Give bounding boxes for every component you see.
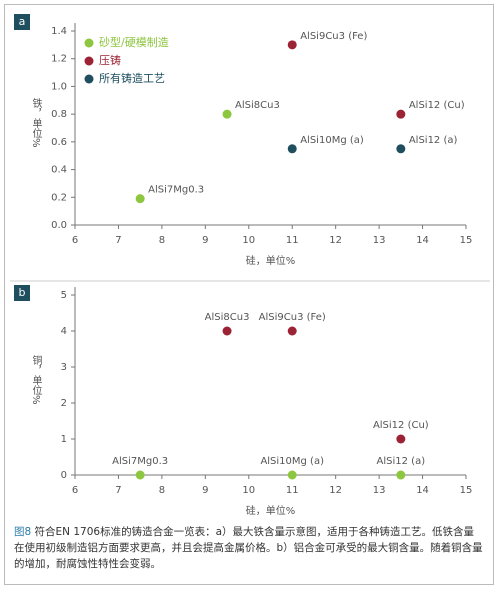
point-label: AlSi10Mg (a) [300, 135, 364, 146]
point-label: AlSi12 (a) [377, 456, 426, 467]
legend-label: 砂型/硬模制造 [99, 35, 169, 49]
x-tick-label: 9 [202, 485, 208, 496]
point-label: AlSi8Cu3 [205, 312, 250, 323]
panel-label: a [19, 15, 26, 28]
point [287, 40, 297, 50]
y-tick-label: 1 [61, 434, 67, 445]
point-label: AlSi9Cu3 (Fe) [259, 312, 326, 323]
point [135, 470, 145, 480]
point [396, 470, 406, 480]
x-tick-label: 10 [242, 235, 255, 246]
point-label: AlSi12 (a) [409, 135, 458, 146]
panel-badge [14, 14, 30, 30]
x-axis-label: 硅，单位% [246, 504, 296, 517]
x-tick-label: 13 [373, 485, 386, 496]
x-tick-label: 12 [329, 235, 342, 246]
point [287, 144, 297, 154]
point-label: AlSi7Mg0.3 [112, 456, 168, 467]
y-tick-label: 2 [61, 398, 67, 409]
x-tick-label: 13 [373, 235, 386, 246]
point [222, 326, 232, 336]
y-axis-label: 铁，单位% [30, 97, 42, 148]
x-tick-label: 14 [416, 235, 429, 246]
y-tick-label: 5 [61, 290, 67, 301]
x-tick-label: 8 [159, 485, 165, 496]
x-tick-label: 12 [329, 485, 342, 496]
point-label: AlSi8Cu3 [235, 100, 280, 111]
panel-badge [14, 285, 30, 301]
y-tick-label: 1.4 [51, 26, 67, 37]
caption: 图8 符合EN 1706标准的铸造合金一览表：a）最大铁含量示意图，适用于各种铸… [14, 524, 484, 572]
y-axis-label: 铜，单位% [30, 355, 42, 405]
legend-label: 所有铸造工艺 [99, 71, 165, 85]
y-tick-label: 0.2 [51, 192, 67, 203]
x-tick-label: 6 [72, 485, 78, 496]
charts: a0.00.20.40.60.81.01.21.46 7 8 9 10 11 12 13 14 1… [10, 14, 490, 517]
x-tick-label: 14 [416, 485, 429, 496]
legend-marker [84, 38, 94, 48]
x-tick-label: 6 [72, 235, 78, 246]
x-tick-label: 10 [242, 485, 255, 496]
point-label: AlSi9Cu3 (Fe) [300, 31, 367, 42]
point [135, 194, 145, 204]
point-label: AlSi10Mg (a) [260, 456, 324, 467]
point [222, 109, 232, 119]
point [396, 144, 406, 154]
y-tick-label: 0.0 [51, 220, 67, 231]
x-tick-label: 9 [202, 235, 208, 246]
y-tick-label: 0.8 [51, 109, 67, 120]
panel-label: b [19, 286, 26, 299]
point-label: AlSi12 (Cu) [409, 100, 465, 111]
x-tick-label: 11 [286, 485, 299, 496]
y-tick-label: 1.0 [51, 81, 67, 92]
point [396, 109, 406, 119]
y-tick-label: 0.6 [51, 137, 67, 148]
y-tick-label: 3 [61, 362, 67, 373]
point-label: AlSi7Mg0.3 [148, 185, 204, 196]
point [287, 326, 297, 336]
point [287, 470, 297, 480]
x-tick-label: 15 [460, 235, 473, 246]
x-tick-label: 7 [115, 485, 121, 496]
caption-text: 符合EN 1706标准的铸造合金一览表：a）最大铁含量示意图，适用于各种铸造工艺… [14, 526, 483, 570]
legend-marker [84, 74, 94, 84]
y-tick-label: 1.2 [51, 54, 67, 65]
x-tick-label: 15 [460, 485, 473, 496]
point [396, 434, 406, 444]
x-tick-label: 11 [286, 235, 299, 246]
y-tick-label: 4 [61, 326, 67, 337]
caption-label: 图8 [14, 526, 32, 538]
y-tick-label: 0.4 [51, 165, 67, 176]
legend-label: 压铸 [99, 53, 121, 67]
y-tick-label: 0 [61, 470, 67, 481]
point-label: AlSi12 (Cu) [373, 420, 429, 431]
x-axis-label: 硅，单位% [246, 254, 296, 267]
x-tick-label: 7 [115, 235, 121, 246]
x-tick-label: 8 [159, 235, 165, 246]
frame [4, 4, 494, 585]
legend-marker [84, 56, 94, 66]
